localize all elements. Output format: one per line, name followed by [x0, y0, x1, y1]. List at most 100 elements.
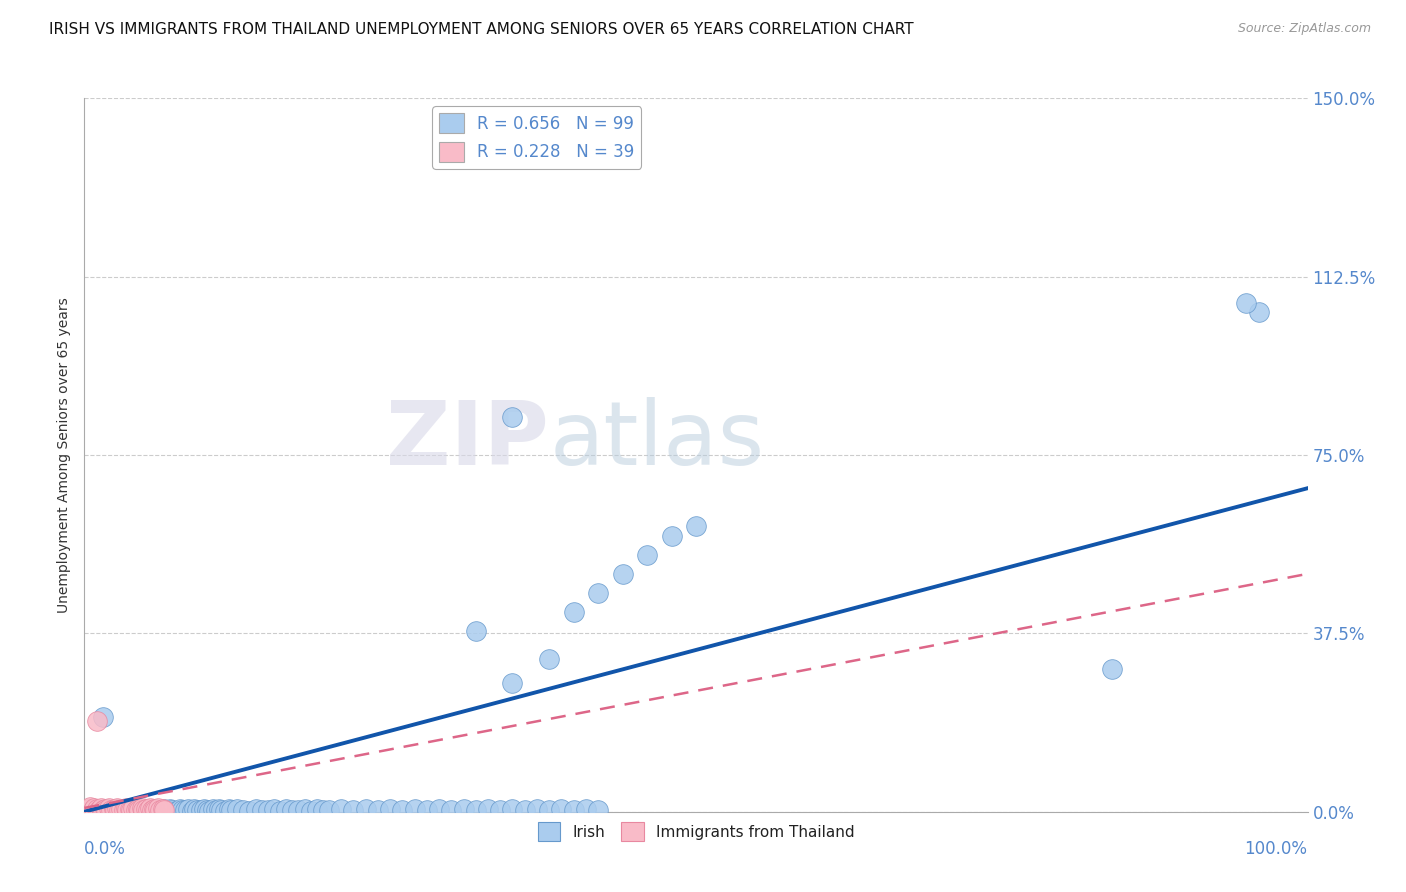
- Point: [91, 803, 114, 817]
- Point: [636, 548, 658, 562]
- Point: [115, 801, 138, 815]
- Point: [238, 804, 260, 818]
- Point: [97, 801, 120, 815]
- Point: [562, 605, 585, 619]
- Point: [513, 803, 536, 817]
- Point: [464, 803, 486, 817]
- Point: [96, 803, 118, 817]
- Point: [1236, 295, 1258, 310]
- Point: [97, 803, 120, 817]
- Point: [181, 804, 204, 818]
- Point: [575, 802, 598, 816]
- Point: [115, 803, 138, 817]
- Point: [143, 802, 166, 816]
- Point: [125, 803, 148, 817]
- Point: [502, 802, 524, 816]
- Point: [380, 802, 402, 816]
- Point: [83, 802, 105, 816]
- Point: [562, 803, 585, 817]
- Y-axis label: Unemployment Among Seniors over 65 years: Unemployment Among Seniors over 65 years: [58, 297, 72, 613]
- Point: [263, 802, 285, 816]
- Text: ZIP: ZIP: [387, 397, 550, 484]
- Point: [122, 801, 145, 815]
- Point: [195, 803, 218, 817]
- Point: [538, 803, 561, 817]
- Point: [162, 803, 184, 817]
- Point: [135, 802, 157, 816]
- Text: 100.0%: 100.0%: [1244, 840, 1308, 858]
- Point: [299, 804, 322, 818]
- Point: [94, 802, 117, 816]
- Point: [453, 802, 475, 816]
- Point: [232, 803, 254, 817]
- Point: [110, 802, 132, 816]
- Point: [107, 803, 129, 817]
- Point: [354, 802, 377, 816]
- Point: [226, 802, 249, 816]
- Point: [219, 803, 242, 817]
- Point: [100, 803, 122, 817]
- Point: [330, 802, 353, 816]
- Point: [502, 409, 524, 424]
- Point: [91, 804, 114, 818]
- Point: [118, 802, 141, 816]
- Point: [312, 803, 335, 817]
- Point: [103, 802, 125, 816]
- Text: IRISH VS IMMIGRANTS FROM THAILAND UNEMPLOYMENT AMONG SENIORS OVER 65 YEARS CORRE: IRISH VS IMMIGRANTS FROM THAILAND UNEMPL…: [49, 22, 914, 37]
- Point: [502, 676, 524, 690]
- Point: [96, 802, 118, 816]
- Point: [90, 801, 112, 815]
- Point: [612, 566, 634, 581]
- Point: [183, 802, 205, 816]
- Point: [127, 802, 149, 816]
- Point: [120, 803, 142, 817]
- Point: [276, 802, 298, 816]
- Point: [143, 802, 166, 816]
- Point: [440, 803, 463, 817]
- Point: [342, 803, 364, 817]
- Point: [193, 802, 215, 816]
- Point: [77, 802, 100, 816]
- Point: [125, 804, 148, 818]
- Point: [87, 803, 110, 817]
- Point: [105, 801, 128, 815]
- Point: [318, 803, 340, 817]
- Point: [201, 802, 224, 816]
- Point: [146, 803, 169, 817]
- Point: [153, 803, 176, 817]
- Point: [586, 803, 609, 817]
- Point: [120, 802, 142, 816]
- Point: [149, 804, 172, 818]
- Text: 0.0%: 0.0%: [84, 840, 127, 858]
- Point: [87, 803, 110, 817]
- Point: [661, 529, 683, 543]
- Point: [190, 803, 212, 817]
- Point: [177, 802, 200, 816]
- Point: [141, 803, 163, 817]
- Point: [122, 803, 145, 817]
- Point: [464, 624, 486, 638]
- Point: [214, 804, 236, 818]
- Point: [169, 802, 191, 816]
- Point: [404, 802, 426, 816]
- Point: [100, 803, 122, 817]
- Point: [115, 803, 138, 817]
- Point: [107, 804, 129, 818]
- Text: Source: ZipAtlas.com: Source: ZipAtlas.com: [1237, 22, 1371, 36]
- Point: [143, 803, 166, 817]
- Point: [538, 652, 561, 666]
- Point: [198, 804, 221, 818]
- Point: [83, 801, 105, 815]
- Point: [550, 802, 572, 816]
- Point: [139, 801, 162, 815]
- Point: [152, 802, 174, 816]
- Point: [209, 803, 232, 817]
- Point: [526, 802, 548, 816]
- Point: [305, 802, 328, 816]
- Point: [391, 803, 413, 817]
- Point: [86, 802, 108, 816]
- Point: [132, 803, 155, 817]
- Point: [153, 802, 176, 816]
- Point: [477, 802, 499, 816]
- Point: [135, 802, 157, 816]
